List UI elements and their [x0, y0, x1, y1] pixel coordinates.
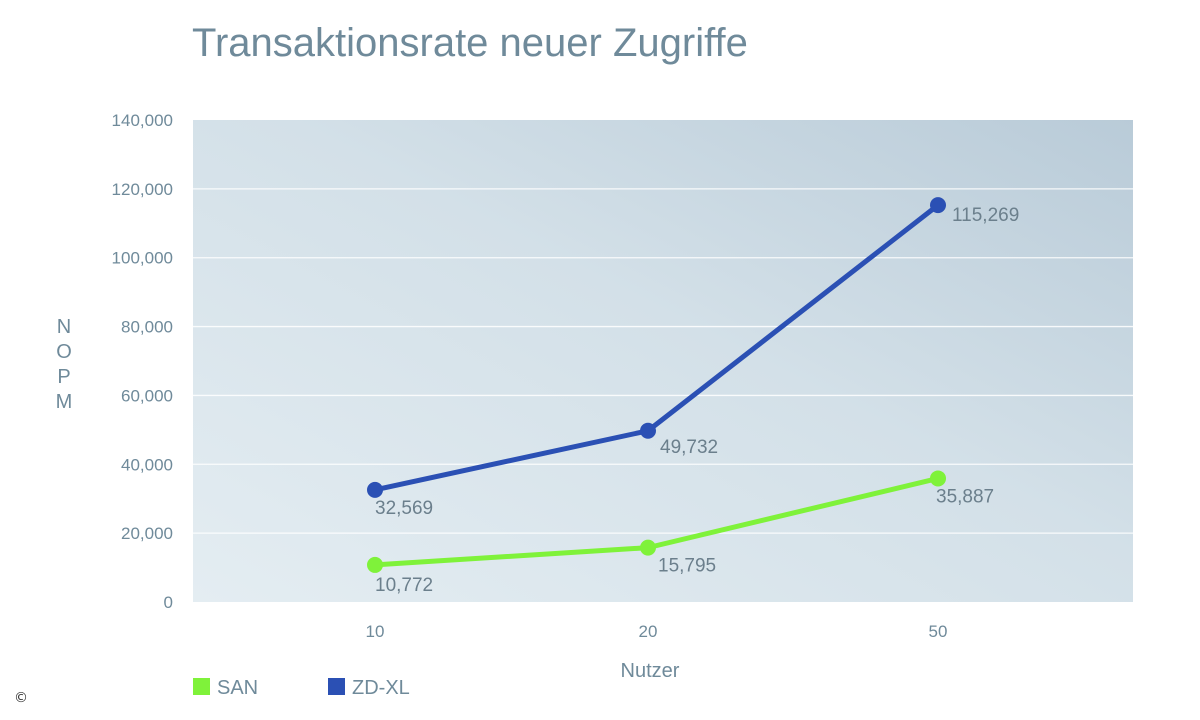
copyright-icon: ©	[14, 690, 28, 706]
y-tick-label: 40,000	[121, 455, 173, 474]
data-point	[367, 556, 383, 573]
x-axis-label: Nutzer	[621, 660, 680, 682]
y-axis-ticks: 0 20,000 40,000 60,000 80,000 100,000 120,000 1…	[112, 111, 173, 612]
gridlines	[193, 188, 1133, 534]
data-point	[640, 539, 656, 556]
data-label: 10,772	[375, 575, 433, 596]
y-tick-label: 80,000	[121, 318, 173, 337]
x-tick-label: 50	[929, 622, 948, 641]
plot-area	[193, 120, 1133, 602]
data-labels: 10,772 15,795 35,887 32,569 49,732 115,269	[375, 205, 1019, 596]
data-label: 15,795	[658, 556, 716, 577]
y-tick-label: 100,000	[112, 249, 173, 268]
x-axis-ticks: 10 20 50	[366, 622, 948, 641]
legend-swatch	[328, 678, 345, 695]
chart-title: Transaktionsrate neuer Zugriffe	[192, 21, 748, 65]
data-label: 115,269	[952, 205, 1019, 226]
y-tick-label: 120,000	[112, 180, 173, 199]
data-point	[930, 197, 946, 214]
data-point	[640, 422, 656, 439]
x-tick-label: 20	[639, 622, 658, 641]
legend-swatch	[193, 678, 210, 695]
data-point	[367, 481, 383, 498]
data-label: 32,569	[375, 498, 433, 519]
legend: SAN ZD-XL	[193, 677, 410, 699]
data-point	[930, 470, 946, 487]
y-tick-label: 140,000	[112, 111, 173, 130]
legend-label: SAN	[217, 677, 258, 699]
y-tick-label: 0	[164, 593, 173, 612]
x-tick-label: 10	[366, 622, 385, 641]
data-label: 35,887	[936, 486, 994, 507]
y-tick-label: 60,000	[121, 386, 173, 405]
series-lines	[367, 197, 946, 573]
y-tick-label: 20,000	[121, 524, 173, 543]
legend-label: ZD-XL	[352, 677, 410, 699]
data-label: 49,732	[660, 437, 718, 458]
